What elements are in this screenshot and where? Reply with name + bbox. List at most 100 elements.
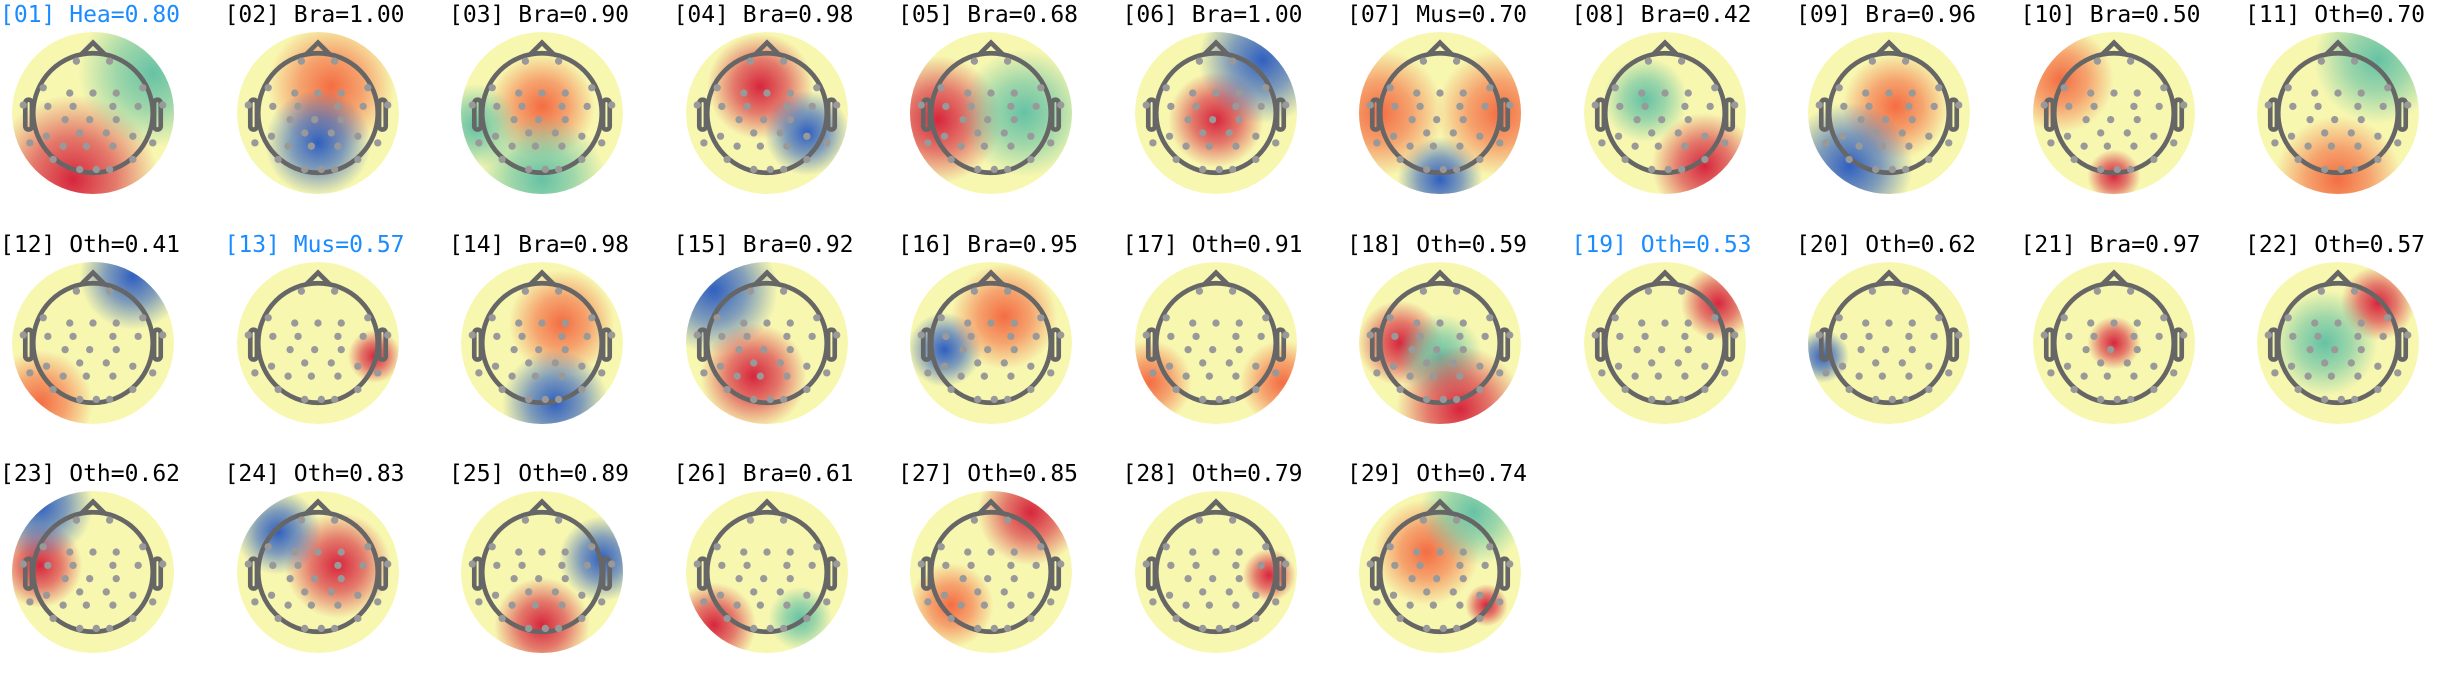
component-tile[interactable]: [19] Oth=0.53 <box>1572 230 1796 459</box>
component-tile[interactable]: [07] Mus=0.70 <box>1347 0 1571 229</box>
electrode <box>1373 139 1381 147</box>
electrode <box>2354 332 2362 340</box>
electrode <box>1007 372 1015 380</box>
electrode <box>1905 332 1913 340</box>
electrode <box>307 601 315 609</box>
electrode <box>1183 115 1192 124</box>
electrode <box>588 84 596 92</box>
electrode <box>112 345 120 353</box>
electrode <box>1416 332 1424 340</box>
electrode <box>1882 345 1890 353</box>
electrode <box>2070 385 2078 393</box>
electrode <box>578 591 586 599</box>
electrode <box>1423 395 1431 403</box>
electrode <box>742 102 751 111</box>
component-tile[interactable]: [16] Bra=0.95 <box>898 230 1122 459</box>
component-tile[interactable]: [26] Bra=0.61 <box>674 459 898 688</box>
electrode <box>1366 101 1374 109</box>
electrode <box>250 139 259 147</box>
electrode <box>1037 84 1045 92</box>
electrode <box>525 129 533 137</box>
component-tile[interactable]: [27] Oth=0.85 <box>898 459 1122 688</box>
electrode <box>290 89 298 97</box>
component-tile[interactable]: [21] Bra=0.97 <box>2021 230 2245 459</box>
electrode <box>1027 132 1035 140</box>
component-tile[interactable]: [22] Oth=0.57 <box>2245 230 2438 459</box>
electrode <box>2179 101 2187 109</box>
electrode <box>947 155 955 164</box>
component-tile[interactable]: [29] Oth=0.74 <box>1347 459 1571 688</box>
electrode <box>493 332 501 340</box>
component-tile[interactable]: [09] Bra=0.96 <box>1796 0 2020 229</box>
component-tile[interactable]: [04] Bra=0.98 <box>674 0 898 229</box>
component-tile[interactable]: [03] Bra=0.90 <box>449 0 673 229</box>
electrode <box>2327 142 2336 150</box>
component-tile[interactable]: [10] Bra=0.50 <box>2021 0 2245 229</box>
electrode <box>1271 139 1279 147</box>
electrode <box>2093 287 2101 295</box>
topomap <box>1807 31 1971 195</box>
electrode <box>19 330 27 339</box>
topomap <box>11 261 175 424</box>
electrode <box>337 115 345 124</box>
electrode <box>129 385 137 393</box>
electrode <box>1166 332 1174 340</box>
electrode <box>353 385 361 393</box>
electrode <box>2350 57 2359 65</box>
electrode <box>1251 132 1259 140</box>
component-tile[interactable]: [11] Oth=0.70 <box>2245 0 2438 229</box>
electrode <box>1191 102 1200 111</box>
electrode <box>583 102 591 111</box>
component-tile[interactable]: [01] Hea=0.80 <box>0 0 224 229</box>
electrode <box>508 601 516 609</box>
electrode <box>1436 318 1444 327</box>
component-tile[interactable]: [12] Oth=0.41 <box>0 230 224 459</box>
activation-blob <box>1134 339 1192 424</box>
electrode <box>2086 89 2094 97</box>
topomap <box>685 490 848 654</box>
component-label: [22] Oth=0.57 <box>2245 231 2426 258</box>
component-tile[interactable]: [13] Mus=0.57 <box>225 230 449 459</box>
electrode <box>330 165 338 174</box>
electrode <box>551 358 559 367</box>
electrode <box>578 155 586 164</box>
electrode <box>244 101 252 109</box>
component-tile[interactable]: [17] Oth=0.91 <box>1123 230 1347 459</box>
electrode <box>2179 330 2187 339</box>
component-tile[interactable]: [24] Oth=0.83 <box>225 459 449 688</box>
electrode <box>1148 598 1157 606</box>
electrode <box>89 89 97 97</box>
electrode <box>1452 165 1461 174</box>
component-tile[interactable]: [06] Bra=1.00 <box>1123 0 1347 229</box>
electrode <box>779 287 787 295</box>
electrode <box>1366 560 1374 568</box>
electrode <box>608 101 616 109</box>
electrode <box>535 345 543 353</box>
component-tile[interactable]: [05] Bra=0.68 <box>898 0 1122 229</box>
electrode <box>42 132 51 140</box>
component-tile[interactable]: [25] Oth=0.89 <box>449 459 673 688</box>
component-tile[interactable]: [15] Bra=0.92 <box>674 230 898 459</box>
component-tile[interactable]: [08] Bra=0.42 <box>1572 0 1796 229</box>
component-tile[interactable]: [28] Oth=0.79 <box>1123 459 1347 688</box>
electrode <box>964 318 972 327</box>
electrode <box>525 588 533 596</box>
electrode <box>337 574 345 583</box>
component-tile[interactable]: [18] Oth=0.59 <box>1347 230 1571 459</box>
electrode <box>970 516 979 524</box>
electrode <box>92 165 100 174</box>
electrode <box>1386 543 1394 551</box>
electrode <box>1225 588 1233 596</box>
electrode <box>1198 129 1206 137</box>
electrode <box>561 115 569 124</box>
electrode <box>491 591 500 599</box>
component-tile[interactable]: [14] Bra=0.98 <box>449 230 673 459</box>
electrode <box>1872 129 1880 137</box>
component-tile[interactable]: [20] Oth=0.62 <box>1796 230 2020 459</box>
electrode <box>1908 318 1916 327</box>
electrode <box>742 332 751 340</box>
electrode <box>2159 84 2167 92</box>
electrode <box>2317 287 2326 295</box>
component-tile[interactable]: [23] Oth=0.62 <box>0 459 224 688</box>
component-tile[interactable]: [02] Bra=1.00 <box>225 0 449 229</box>
